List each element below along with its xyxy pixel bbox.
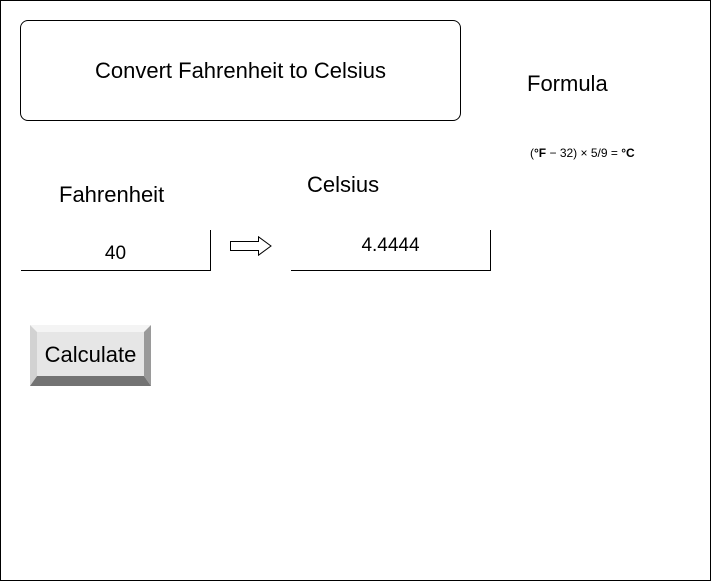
page-title: Convert Fahrenheit to Celsius [94,57,387,83]
celsius-label: Celsius [307,172,380,197]
fahrenheit-label: Fahrenheit [59,182,165,207]
formula-heading: Formula [527,71,608,96]
fahrenheit-input[interactable] [21,230,211,271]
celsius-output [291,230,491,271]
calculate-button-label: Calculate [44,341,137,367]
formula-unit-f: °F [534,146,547,160]
button-bevel [30,325,151,386]
page-title-box: Convert Fahrenheit to Celsius [20,20,461,121]
formula-middle: − 32) × 5/9 = [546,146,622,160]
calculate-button[interactable]: Calculate [30,325,151,386]
right-arrow-icon [230,236,272,256]
formula-unit-c: °C [621,146,635,160]
formula-text: (°F − 32) × 5/9 = °C [530,146,635,160]
formula-open: ( [530,146,534,160]
